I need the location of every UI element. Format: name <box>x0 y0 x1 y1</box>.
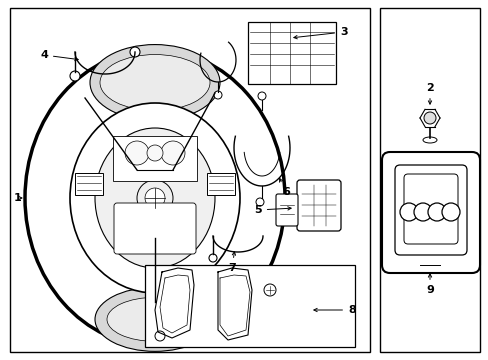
Text: 1: 1 <box>14 193 22 203</box>
Ellipse shape <box>95 128 215 268</box>
FancyBboxPatch shape <box>381 152 479 273</box>
Bar <box>379 8 479 352</box>
Circle shape <box>214 91 222 99</box>
Ellipse shape <box>25 50 285 346</box>
Bar <box>113 136 197 181</box>
Text: 2: 2 <box>425 83 433 104</box>
Circle shape <box>208 254 217 262</box>
Ellipse shape <box>107 297 203 341</box>
Ellipse shape <box>70 103 240 293</box>
Text: 8: 8 <box>313 305 355 315</box>
Text: 3: 3 <box>293 27 347 39</box>
FancyBboxPatch shape <box>114 203 196 254</box>
Circle shape <box>161 141 184 165</box>
Circle shape <box>423 112 435 124</box>
Text: 9: 9 <box>425 274 433 295</box>
Circle shape <box>147 145 163 161</box>
Bar <box>10 8 369 352</box>
Bar <box>206 173 235 195</box>
FancyBboxPatch shape <box>275 194 297 226</box>
Circle shape <box>264 284 275 296</box>
Ellipse shape <box>90 45 220 121</box>
Circle shape <box>413 203 431 221</box>
Circle shape <box>441 203 459 221</box>
Circle shape <box>130 47 140 57</box>
FancyBboxPatch shape <box>296 180 340 231</box>
Text: 6: 6 <box>279 179 289 197</box>
Ellipse shape <box>422 137 436 143</box>
Circle shape <box>145 188 164 208</box>
Text: 5: 5 <box>254 205 290 215</box>
Circle shape <box>427 203 445 221</box>
Circle shape <box>258 92 265 100</box>
Ellipse shape <box>95 287 215 351</box>
Ellipse shape <box>100 55 209 111</box>
FancyBboxPatch shape <box>403 174 457 244</box>
Circle shape <box>125 141 149 165</box>
Circle shape <box>70 71 80 81</box>
Circle shape <box>137 180 173 216</box>
Circle shape <box>256 198 264 206</box>
Text: 4: 4 <box>40 50 78 61</box>
Bar <box>247 22 335 84</box>
Bar <box>75 173 103 195</box>
Text: 7: 7 <box>228 252 235 273</box>
Circle shape <box>399 203 417 221</box>
FancyBboxPatch shape <box>394 165 466 255</box>
Circle shape <box>155 331 164 341</box>
Bar <box>145 265 354 347</box>
